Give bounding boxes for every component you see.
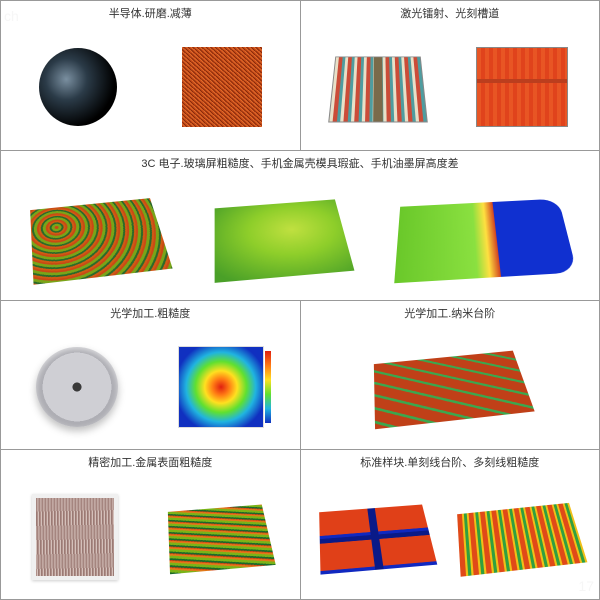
single-line-step-image	[319, 504, 437, 574]
body-precision-metal	[1, 474, 300, 599]
watermark-br: 17	[578, 578, 594, 594]
ink-step-image	[394, 198, 577, 283]
body-standard-block	[301, 474, 600, 599]
plate-bl	[320, 539, 375, 574]
plate-br	[380, 535, 438, 569]
litho-groove-image	[476, 47, 568, 127]
cell-precision-metal: 精密加工.金属表面粗糙度	[1, 450, 301, 599]
wafer-texture-image	[182, 47, 262, 127]
row-2: 3C 电子.玻璃屏粗糙度、手机金属壳模具瑕疵、手机油墨屏高度差	[1, 151, 599, 301]
metal-roughness-3d-image	[168, 504, 276, 574]
laser-3d-image	[328, 57, 428, 123]
label-nano-step: 光学加工.纳米台阶	[301, 301, 600, 325]
optical-dish-image	[36, 347, 118, 427]
row-3: 光学加工.粗糙度 光学加工.纳米台阶	[1, 301, 599, 451]
colorbar	[265, 351, 271, 423]
label-semiconductor: 半导体.研磨.减薄	[1, 1, 300, 25]
body-nano-step	[301, 325, 600, 450]
cell-optical-roughness: 光学加工.粗糙度	[1, 301, 301, 450]
label-laser: 激光镭射、光刻槽道	[301, 1, 600, 25]
metal-shell-image	[215, 199, 355, 282]
label-3c: 3C 电子.玻璃屏粗糙度、手机金属壳模具瑕疵、手机油墨屏高度差	[1, 151, 599, 175]
application-grid: 半导体.研磨.减薄 激光镭射、光刻槽道 3C 电子.玻璃屏粗糙度、手机金属壳模具…	[0, 0, 600, 600]
nano-step-image	[374, 351, 535, 430]
cell-laser: 激光镭射、光刻槽道	[301, 1, 600, 150]
optical-heatmap-image	[178, 346, 264, 428]
plate-tl	[319, 508, 370, 538]
plate-tr	[375, 504, 428, 534]
body-optical-roughness	[1, 325, 300, 450]
watermark-tl: ch	[4, 8, 19, 24]
label-standard-block: 标准样块.单刻线台阶、多刻线粗糙度	[301, 450, 600, 474]
multi-line-roughness-image	[458, 503, 588, 577]
glass-roughness-image	[30, 198, 172, 285]
cell-nano-step: 光学加工.纳米台阶	[301, 301, 600, 450]
body-semiconductor	[1, 25, 300, 150]
cell-standard-block: 标准样块.单刻线台阶、多刻线粗糙度	[301, 450, 600, 599]
label-optical-roughness: 光学加工.粗糙度	[1, 301, 300, 325]
cell-semiconductor: 半导体.研磨.减薄	[1, 1, 301, 150]
row-4: 精密加工.金属表面粗糙度 标准样块.单刻线台阶、多刻线粗糙度	[1, 450, 599, 599]
body-3c	[1, 175, 599, 300]
body-laser	[301, 25, 600, 150]
label-precision-metal: 精密加工.金属表面粗糙度	[1, 450, 300, 474]
row-1: 半导体.研磨.减薄 激光镭射、光刻槽道	[1, 1, 599, 151]
metal-sample-image	[32, 494, 118, 580]
cell-3c-electronics: 3C 电子.玻璃屏粗糙度、手机金属壳模具瑕疵、手机油墨屏高度差	[1, 151, 599, 300]
wafer-disc-image	[39, 48, 117, 126]
